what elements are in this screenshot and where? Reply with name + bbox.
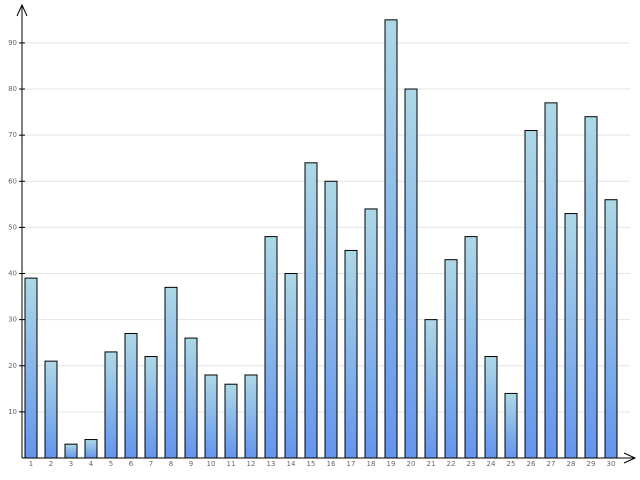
x-tick-label: 29 xyxy=(587,460,596,468)
y-tick-label: 60 xyxy=(8,177,17,185)
x-tick-label: 4 xyxy=(89,460,94,468)
x-tick-label: 15 xyxy=(307,460,316,468)
bar xyxy=(344,249,358,459)
x-tick-label: 20 xyxy=(407,460,416,468)
x-tick-label: 16 xyxy=(327,460,336,468)
bar xyxy=(184,337,198,459)
x-tick-label: 24 xyxy=(487,460,496,468)
y-tick-label: 10 xyxy=(8,408,17,416)
bar xyxy=(164,286,178,459)
bar xyxy=(544,102,558,459)
bar xyxy=(284,273,298,459)
bar xyxy=(524,130,538,459)
y-tick-label: 70 xyxy=(8,131,17,139)
x-tick-label: 12 xyxy=(247,460,256,468)
x-tick-label: 19 xyxy=(387,460,396,468)
x-tick-label: 10 xyxy=(207,460,216,468)
bar xyxy=(604,199,618,459)
x-tick-label: 23 xyxy=(467,460,476,468)
bar xyxy=(444,259,458,459)
bar xyxy=(584,116,598,459)
bar xyxy=(504,392,518,459)
y-tick-label: 90 xyxy=(8,39,17,47)
bar xyxy=(104,351,118,459)
x-tick-label: 6 xyxy=(129,460,134,468)
x-tick-label: 8 xyxy=(169,460,173,468)
y-tick-label: 50 xyxy=(8,223,17,231)
x-tick-label: 13 xyxy=(267,460,276,468)
bar xyxy=(364,208,378,459)
bar xyxy=(424,319,438,459)
bar xyxy=(204,374,218,459)
bar xyxy=(304,162,318,459)
x-tick-label: 18 xyxy=(367,460,376,468)
x-tick-label: 22 xyxy=(447,460,456,468)
bar xyxy=(484,356,498,459)
x-tick-label: 3 xyxy=(69,460,73,468)
x-tick-label: 27 xyxy=(547,460,556,468)
x-tick-label: 21 xyxy=(427,460,436,468)
y-tick-label: 40 xyxy=(8,270,17,278)
x-tick-label: 14 xyxy=(287,460,296,468)
bar xyxy=(244,374,258,459)
bar xyxy=(564,213,578,459)
bar xyxy=(224,383,238,459)
bar xyxy=(384,19,398,459)
y-tick-label: 30 xyxy=(8,316,17,324)
x-tick-label: 17 xyxy=(347,460,356,468)
x-tick-label: 11 xyxy=(227,460,236,468)
bar xyxy=(124,332,138,459)
x-tick-label: 28 xyxy=(567,460,576,468)
x-tick-label: 7 xyxy=(149,460,153,468)
x-tick-label: 1 xyxy=(29,460,33,468)
x-axis-arrow xyxy=(623,452,637,464)
bar xyxy=(144,356,158,459)
x-tick-label: 30 xyxy=(607,460,616,468)
x-tick-label: 9 xyxy=(189,460,193,468)
bar xyxy=(264,236,278,459)
x-tick-label: 25 xyxy=(507,460,516,468)
y-tick-label: 80 xyxy=(8,85,17,93)
x-tick-label: 26 xyxy=(527,460,536,468)
bar xyxy=(404,88,418,459)
bar xyxy=(44,360,58,459)
bar xyxy=(324,180,338,459)
y-axis-arrow xyxy=(16,3,28,17)
bar xyxy=(24,277,38,459)
x-tick-label: 2 xyxy=(49,460,53,468)
y-tick-label: 20 xyxy=(8,362,17,370)
bar xyxy=(64,443,78,459)
x-tick-label: 5 xyxy=(109,460,113,468)
bar xyxy=(464,236,478,459)
bar xyxy=(84,439,98,459)
